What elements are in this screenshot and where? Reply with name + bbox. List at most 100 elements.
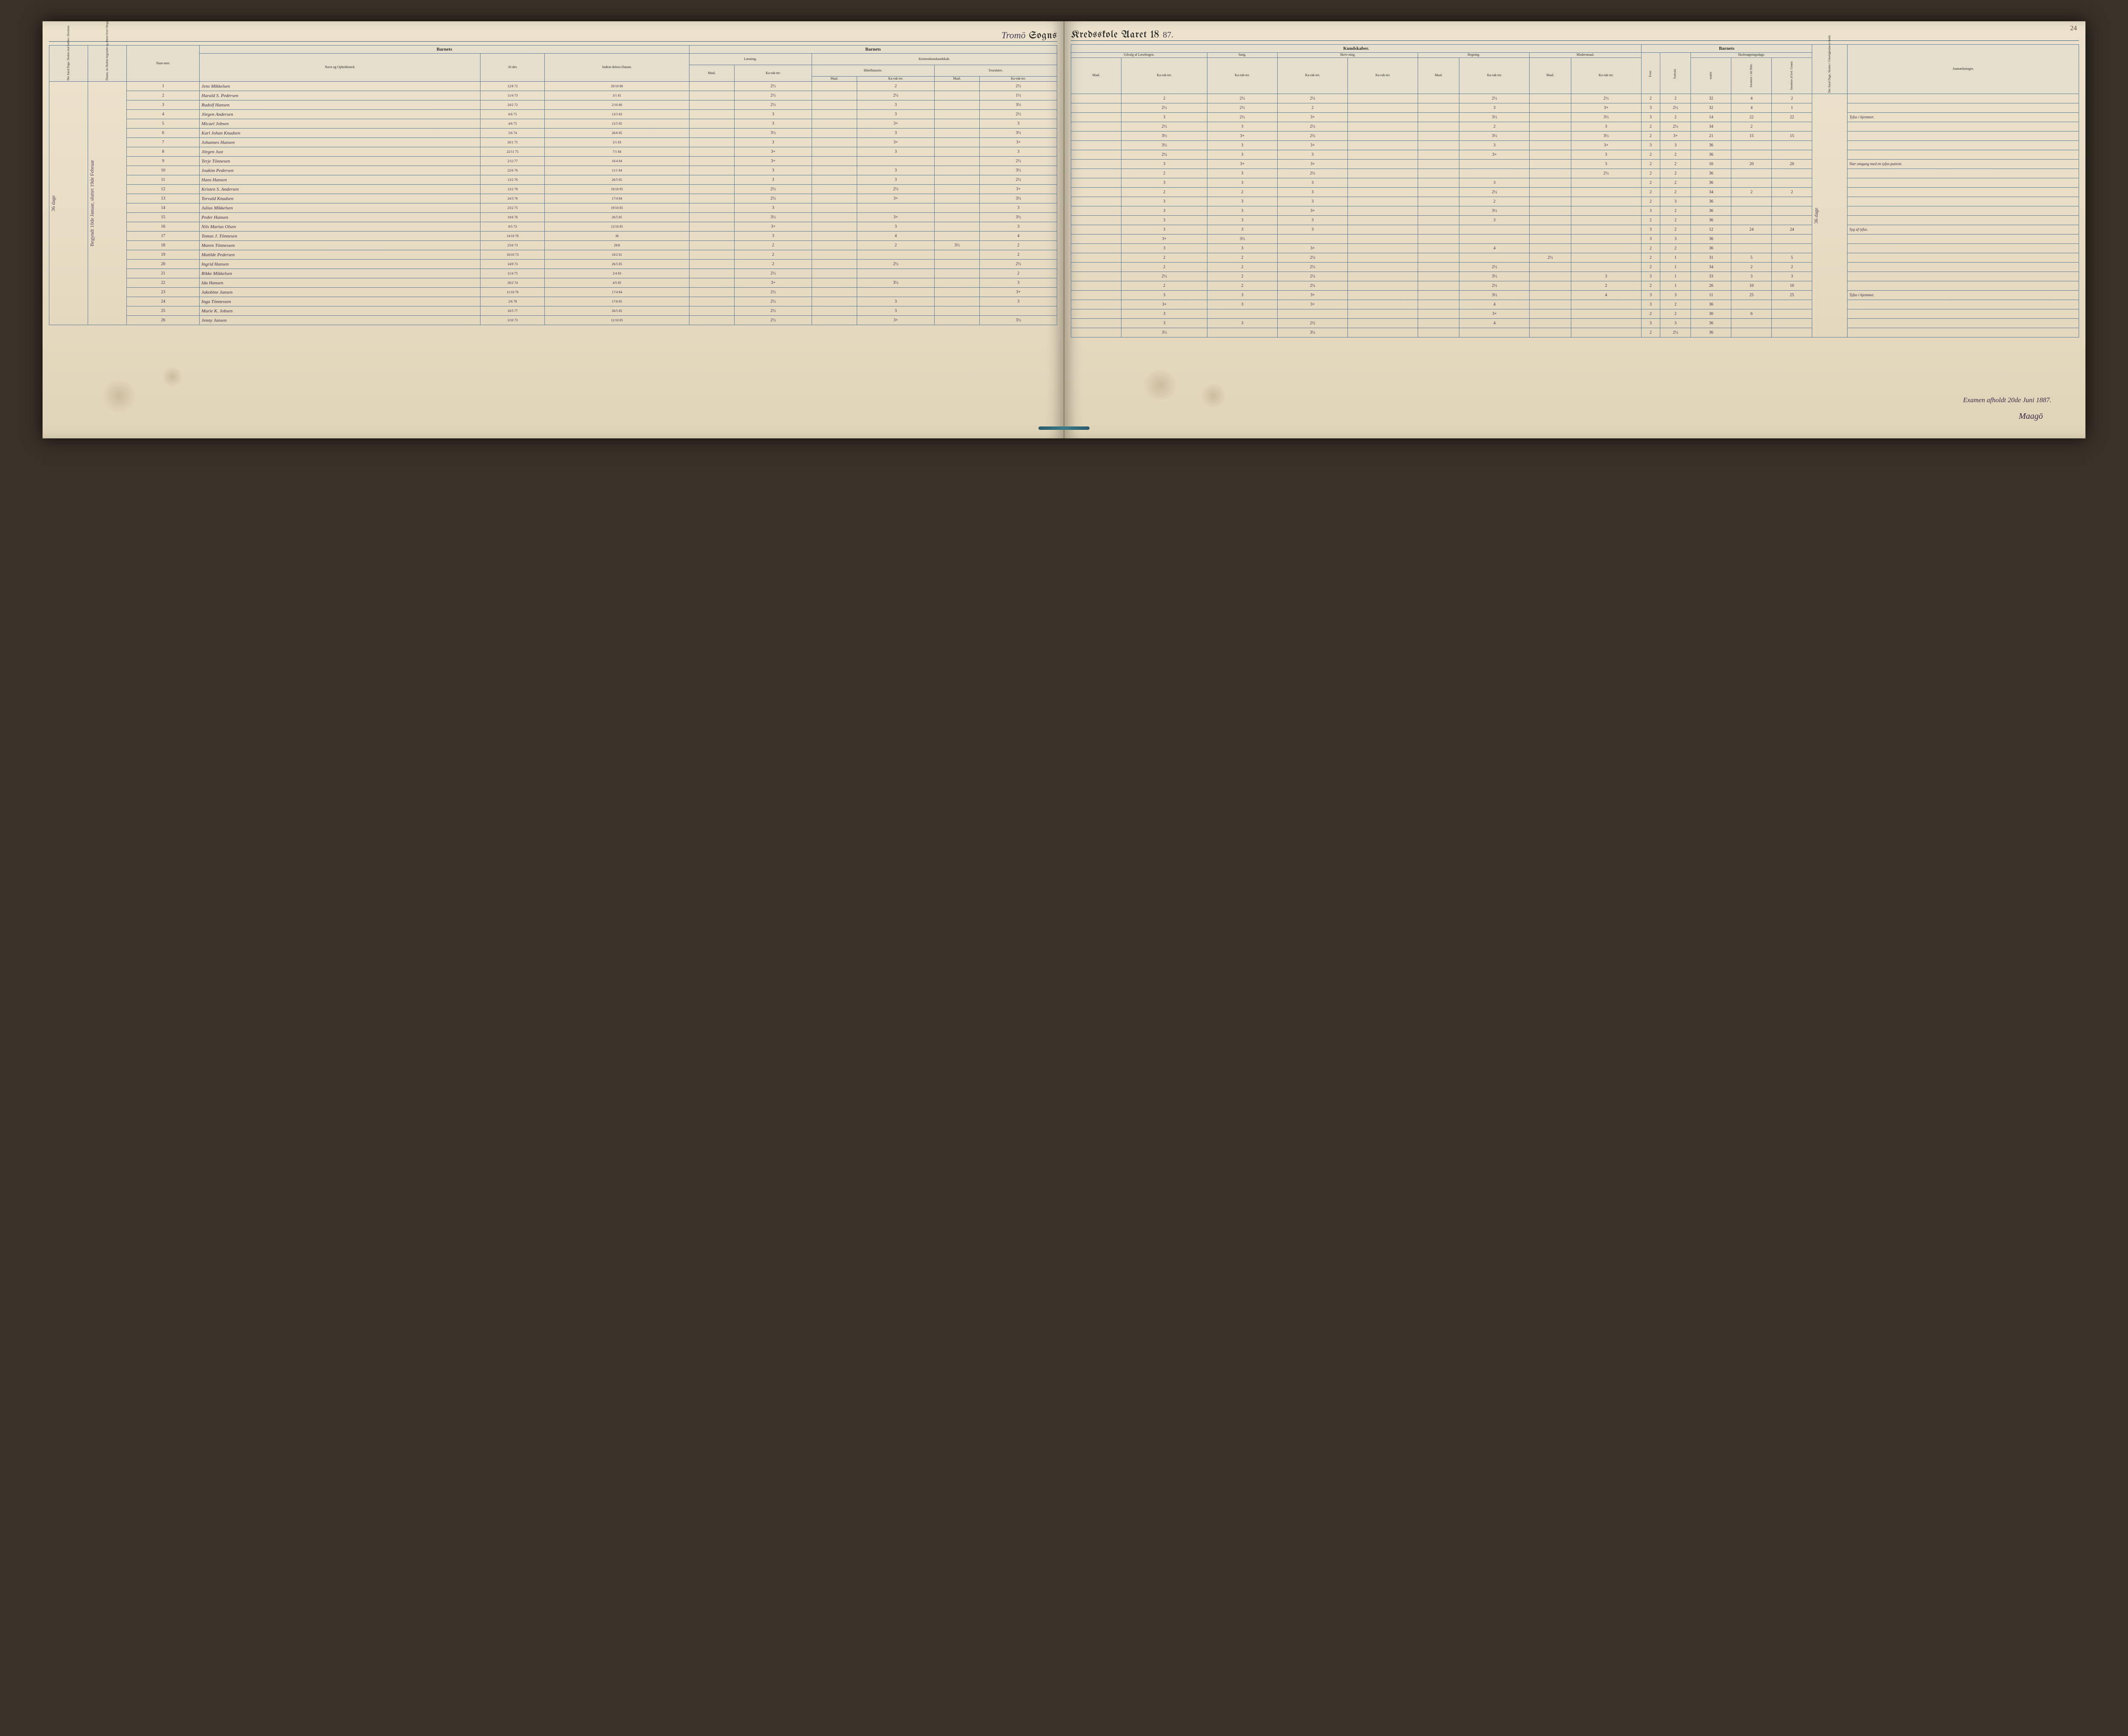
parish-name: Tromö	[1001, 30, 1026, 41]
cell	[1418, 159, 1459, 169]
cell: 5	[1731, 253, 1772, 262]
cell: 3	[1641, 290, 1660, 300]
cell: 3	[1207, 140, 1277, 150]
table-row: 18Maren Tönnessen25/6 7329/8223½2	[49, 241, 1057, 250]
cell: 10	[1731, 281, 1772, 290]
cell: 3½	[1277, 328, 1347, 337]
cell: 11/1 84	[545, 166, 689, 175]
cell: Peder Hansen	[200, 213, 481, 222]
cell: 11/10 76	[481, 288, 545, 297]
cell: 21	[1691, 131, 1731, 140]
cell	[1418, 150, 1459, 159]
cell	[1772, 300, 1812, 309]
cell: 3+	[1207, 159, 1277, 169]
cell: 3	[1121, 197, 1207, 206]
cell: 3+	[857, 119, 934, 129]
table-row: 222½2½221261010	[1071, 281, 2079, 290]
cell: 3	[1641, 300, 1660, 309]
cell	[1071, 122, 1121, 131]
table-row: 19Matilde Pedersen16/10 7310/2 8122	[49, 250, 1057, 260]
cell: 3	[1277, 187, 1347, 197]
cell: 2	[1641, 178, 1660, 187]
hdr-modte: mødte	[1691, 57, 1731, 94]
cell	[1772, 243, 1812, 253]
cell: 13/2 76	[481, 175, 545, 185]
cell: 3+	[1277, 140, 1347, 150]
cell: 2½	[1121, 103, 1207, 112]
cell: 2½	[980, 260, 1057, 269]
cell: 36	[1691, 178, 1731, 187]
cell	[1530, 122, 1571, 131]
cell	[1348, 122, 1418, 131]
cell: 4	[1571, 290, 1641, 300]
cell: 3	[1207, 169, 1277, 178]
cell: 3/1 81	[545, 91, 689, 100]
table-row: 33322336	[1071, 197, 2079, 206]
cell	[812, 288, 857, 297]
left-table: Det Antal Dage, Skolen skal holdes i Kre…	[49, 45, 1057, 325]
cell: 2	[1641, 197, 1660, 206]
cell	[812, 110, 857, 119]
cell	[1418, 197, 1459, 206]
stain	[1201, 383, 1226, 409]
remarks-cell: Tyfus i hjemmet.	[1848, 112, 2079, 122]
remarks-cell: Nær omgang med en tyfus-patient.	[1848, 159, 2079, 169]
cell: 2½	[1207, 103, 1277, 112]
margin-col-right: 36 dage	[1812, 94, 1848, 337]
cell: 3	[1207, 215, 1277, 225]
cell: 2½	[1277, 272, 1347, 281]
cell: 16	[127, 222, 200, 232]
cell	[689, 260, 735, 269]
cell: 1½	[980, 91, 1057, 100]
cell: 2	[1641, 215, 1660, 225]
cell: 36	[1691, 169, 1731, 178]
table-row: 21Rikke Mikkelsen11/4 752/4 832½2	[49, 269, 1057, 278]
cell	[1731, 197, 1772, 206]
table-row: 6Karl Johan Knudsen5/6 7426/6 853½33½	[49, 129, 1057, 138]
cell	[689, 232, 735, 241]
cell: 3½	[1121, 140, 1207, 150]
cell	[1418, 300, 1459, 309]
cell: 2	[1641, 187, 1660, 197]
cell: 11/4 73	[481, 91, 545, 100]
hdr-moders: Modersmaal.	[1530, 53, 1641, 58]
table-row: 32½3+3½3½32142222Tyfus i hjemmet.	[1071, 112, 2079, 122]
cell: 3	[1660, 290, 1690, 300]
cell: 2	[1660, 206, 1690, 215]
cell	[1571, 318, 1641, 328]
cell	[689, 250, 735, 260]
left-title: Tromö Sogns	[49, 30, 1057, 42]
cell	[1348, 206, 1418, 215]
cell: 24/3 76	[481, 194, 545, 203]
remarks-cell	[1848, 234, 2079, 243]
cell: 22	[127, 278, 200, 288]
remarks-cell	[1848, 122, 2079, 131]
table-row: 5Micael Jobsen4/6 7515/5 8533+3	[49, 119, 1057, 129]
cell	[1571, 178, 1641, 187]
cell	[1348, 215, 1418, 225]
cell: 3½	[1121, 328, 1207, 337]
cell	[1772, 206, 1812, 215]
cell: 33	[1691, 272, 1731, 281]
cell: 29/8	[545, 241, 689, 250]
cell	[812, 91, 857, 100]
cell	[1071, 169, 1121, 178]
cell: 2	[1641, 243, 1660, 253]
cell	[1348, 197, 1418, 206]
cell: Jakobine Jansen	[200, 288, 481, 297]
cell	[1571, 206, 1641, 215]
cell	[1530, 94, 1571, 103]
cell	[1530, 309, 1571, 318]
cell: 2	[127, 91, 200, 100]
cell: 3+	[1571, 103, 1641, 112]
cell	[1459, 159, 1530, 169]
cell: 2	[1660, 159, 1690, 169]
cell: 2	[1641, 94, 1660, 103]
cell: 26/5 85	[545, 306, 689, 316]
cell	[1772, 309, 1812, 318]
hdr-laesning: Læsning.	[689, 54, 812, 65]
cell: 2½	[980, 157, 1057, 166]
cell: 24/2 72	[481, 100, 545, 110]
cell: 2½	[735, 297, 812, 306]
cell: 2½	[1660, 328, 1690, 337]
